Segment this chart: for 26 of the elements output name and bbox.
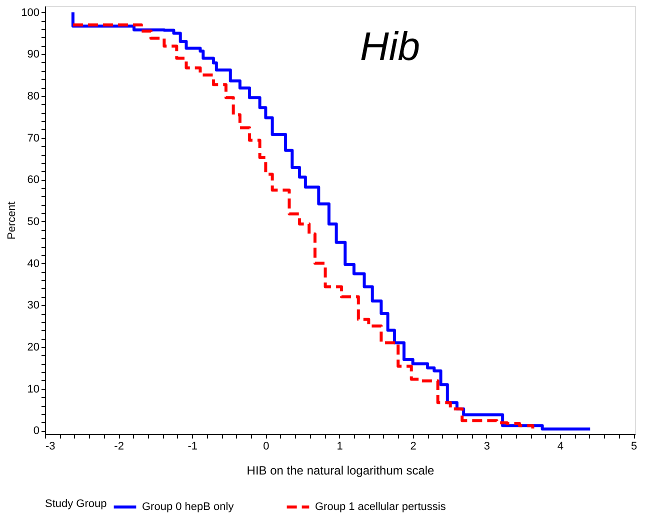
x-tick-label: 1 bbox=[336, 440, 343, 452]
x-tick-label: -3 bbox=[46, 440, 56, 452]
y-tick-label: 90 bbox=[27, 48, 40, 61]
y-tick-label: 0 bbox=[33, 425, 40, 438]
y-tick-label: 10 bbox=[27, 383, 40, 396]
y-axis-title: Percent bbox=[6, 202, 18, 240]
legend-label: Group 0 hepB only bbox=[142, 501, 234, 513]
x-tick-label: -1 bbox=[188, 440, 198, 452]
y-tick-label: 80 bbox=[27, 90, 40, 102]
y-tick-label: 50 bbox=[27, 216, 40, 228]
legend-title: Study Group bbox=[45, 498, 107, 510]
y-tick-label: 30 bbox=[27, 300, 40, 312]
x-axis-title: HIB on the natural logarithum scale bbox=[246, 464, 435, 478]
x-tick-label: 5 bbox=[630, 440, 638, 452]
y-tick-label: 20 bbox=[27, 341, 40, 354]
text: Hib bbox=[360, 25, 420, 69]
y-tick-label: 100 bbox=[21, 6, 40, 19]
x-tick-label: 2 bbox=[410, 440, 416, 452]
y-tick-label: 60 bbox=[27, 174, 40, 186]
y-tick-label: 40 bbox=[27, 258, 40, 270]
legend-label: Group 1 acellular pertussis bbox=[315, 501, 446, 513]
x-tick-label: 4 bbox=[557, 440, 564, 452]
x-tick-label: 0 bbox=[263, 440, 270, 452]
y-tick-label: 70 bbox=[27, 132, 40, 144]
x-tick-label: 3 bbox=[484, 440, 490, 452]
x-tick-label: -2 bbox=[114, 440, 124, 452]
